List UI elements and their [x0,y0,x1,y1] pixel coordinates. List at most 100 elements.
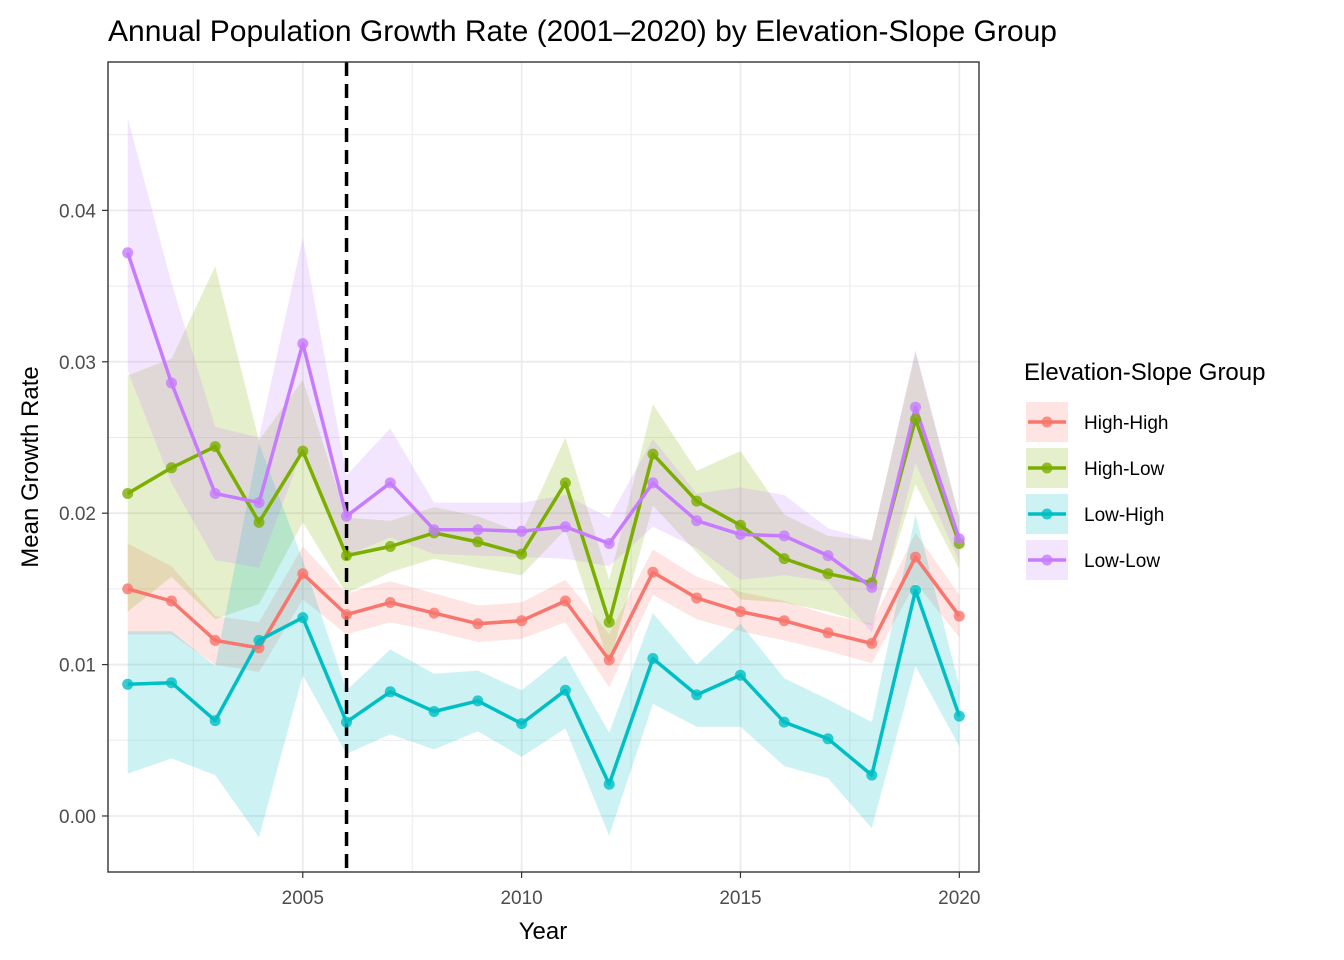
point-high-low-2003 [209,441,221,453]
point-high-high-2018 [866,637,878,649]
point-low-low-2010 [516,525,528,537]
point-low-high-2006 [341,716,352,728]
legend-key-point [1041,462,1053,474]
point-high-high-2009 [472,618,484,630]
point-high-high-2019 [910,551,921,563]
series-points [122,247,965,790]
point-low-high-2005 [297,612,309,624]
point-high-low-2006 [341,550,352,562]
point-low-high-2003 [209,715,221,727]
point-high-low-2002 [166,462,177,474]
point-low-high-2015 [735,669,746,681]
point-high-high-2002 [166,595,177,607]
point-low-low-2012 [603,538,615,549]
point-low-high-2016 [778,716,790,728]
legend-label: Low-High [1084,505,1164,526]
legend-item-high-high: High-High [1026,402,1168,442]
point-low-low-2006 [341,510,352,522]
point-low-low-2014 [691,515,703,527]
point-low-high-2002 [166,677,177,689]
point-low-low-2015 [735,528,746,540]
point-low-high-2008 [428,706,440,717]
point-low-low-2001 [122,247,134,259]
point-high-high-2001 [122,583,134,595]
point-low-high-2009 [472,695,484,707]
point-high-low-2012 [603,616,615,628]
point-low-low-2002 [166,377,177,389]
point-high-high-2015 [735,606,746,618]
point-low-low-2017 [822,550,834,562]
point-high-high-2016 [778,615,790,627]
y-tick-label: 0.00 [59,807,96,828]
point-low-low-2005 [297,338,309,350]
legend-item-low-low: Low-Low [1026,540,1160,580]
line-low-low [126,252,961,590]
point-low-high-2004 [253,634,265,646]
point-high-high-2008 [428,607,440,619]
legend-key-point [1041,508,1053,520]
point-low-high-2011 [559,684,571,696]
point-low-low-2008 [428,524,440,536]
point-high-low-2007 [384,541,396,552]
point-high-high-2003 [209,634,221,646]
legend-item-high-low: High-Low [1026,448,1165,488]
point-low-low-2018 [866,581,878,593]
y-tick-label: 0.04 [59,201,96,222]
point-low-low-2016 [778,530,790,542]
plot-background [108,62,979,872]
point-low-high-2017 [822,733,834,745]
point-low-high-2007 [384,686,396,698]
point-low-high-2010 [516,718,528,730]
point-high-low-2013 [647,448,659,460]
point-high-low-2004 [253,516,265,528]
point-high-high-2005 [297,568,309,580]
x-tick-label: 2005 [282,888,324,909]
point-low-low-2009 [472,524,484,536]
chart-title: Annual Population Growth Rate (2001–2020… [108,15,1057,48]
plot-border [107,61,980,873]
legend-label: High-High [1084,413,1168,434]
point-low-high-2018 [866,769,878,781]
ribbon-high-low [127,266,960,665]
point-low-low-2020 [953,533,965,545]
point-low-high-2019 [910,584,921,596]
point-high-low-2011 [559,477,571,489]
point-high-low-2010 [516,548,528,560]
x-tick-label: 2010 [500,888,542,909]
y-tick-label: 0.02 [59,504,96,525]
point-high-high-2020 [953,610,965,622]
point-high-low-2016 [778,553,790,565]
series-lines [126,252,961,786]
point-high-low-2019 [910,413,921,425]
point-low-high-2012 [603,778,615,790]
x-tick-label: 2015 [719,888,761,909]
grid-minor [108,62,979,872]
point-high-high-2007 [384,597,396,608]
x-axis: 2005 2010 2015 2020 [282,872,980,909]
point-high-low-2009 [472,536,484,548]
legend-label: Low-Low [1084,551,1160,572]
point-low-low-2003 [209,488,221,499]
x-tick-label: 2020 [938,888,980,909]
legend-key-point [1041,554,1053,566]
legend-label: High-Low [1084,459,1165,480]
point-high-high-2013 [647,566,659,578]
legend-key-point [1041,416,1053,428]
point-high-low-2005 [297,445,309,457]
point-low-high-2020 [953,710,965,722]
point-low-low-2019 [910,401,921,413]
point-low-low-2004 [253,497,265,509]
x-axis-title: Year [519,918,568,945]
y-tick-label: 0.03 [59,353,96,374]
legend-items: High-High High-Low Low-High Low-Low [1026,402,1168,580]
ribbon-low-low [127,118,960,633]
point-low-low-2013 [647,477,659,489]
line-high-low [126,417,961,624]
legend: Elevation-Slope Group High-High High-Low L… [1024,359,1265,580]
point-high-low-2001 [122,488,134,499]
point-high-high-2011 [559,595,571,607]
legend-item-low-high: Low-High [1026,494,1164,534]
point-high-high-2017 [822,627,834,639]
point-low-high-2013 [647,653,659,664]
point-high-high-2010 [516,615,528,627]
